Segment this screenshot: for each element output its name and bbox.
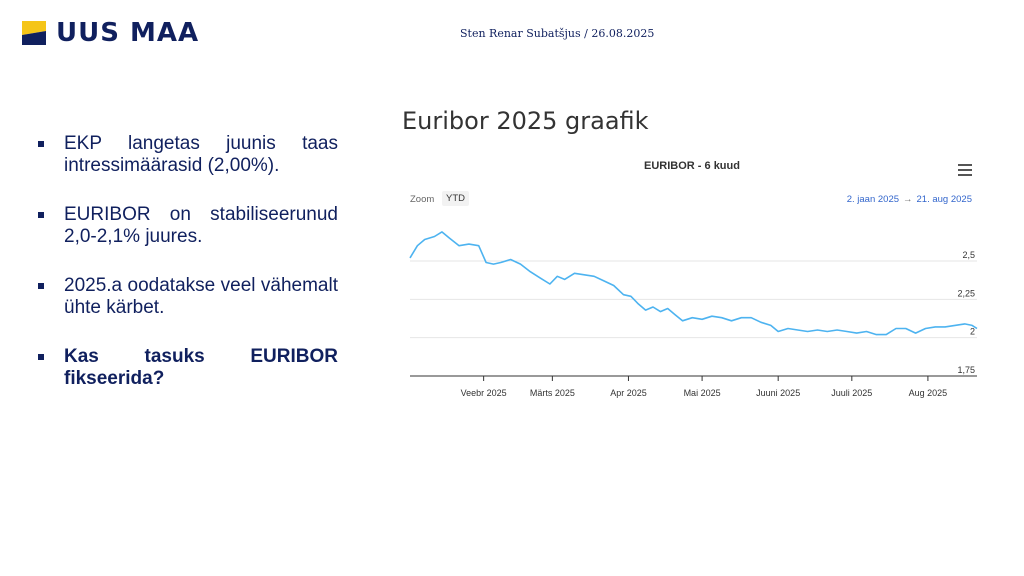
logo-mark-icon bbox=[22, 21, 46, 45]
euribor-chart: 2,5 2,25 2 1,75 Veebr 2025 Märts 2025 Apr 2025… bbox=[402, 150, 982, 410]
bullet-list: EKP langetas juunis taas intressimäärasi… bbox=[38, 133, 338, 417]
bullet-item: EKP langetas juunis taas intressimäärasi… bbox=[38, 133, 338, 177]
range-arrow: → bbox=[903, 194, 913, 205]
bullet-square-icon bbox=[38, 141, 44, 147]
section-title: Euribor 2025 graafik bbox=[402, 107, 649, 135]
x-tick-label: Juuni 2025 bbox=[756, 388, 800, 398]
bullet-item: 2025.a oodatakse veel vähemalt ühte kärb… bbox=[38, 275, 338, 319]
hamburger-icon[interactable] bbox=[958, 164, 972, 179]
bullet-text: 2025.a oodatakse veel vähemalt ühte kärb… bbox=[64, 275, 338, 318]
bullet-item-question: Kas tasuks EURIBOR fikseerida? bbox=[38, 346, 338, 390]
x-tick-label: Aug 2025 bbox=[909, 388, 948, 398]
euribor-series-line bbox=[409, 231, 978, 336]
bullet-square-icon bbox=[38, 212, 44, 218]
chart-plot: 2,5 2,25 2 1,75 Veebr 2025 Märts 2025 Apr 2025… bbox=[409, 231, 978, 398]
y-tick-label: 2,25 bbox=[957, 288, 975, 298]
y-tick-label: 1,75 bbox=[957, 365, 975, 375]
logo-text: UUS MAA bbox=[56, 18, 200, 48]
date-range: 2. jaan 2025 → 21. aug 2025 bbox=[847, 194, 972, 205]
x-tick-label: Apr 2025 bbox=[610, 388, 647, 398]
bullet-text: EURIBOR on stabiliseerunud 2,0-2,1% juur… bbox=[64, 204, 338, 247]
zoom-label: Zoom bbox=[410, 194, 435, 205]
y-tick-label: 2 bbox=[970, 327, 975, 337]
range-end[interactable]: 21. aug 2025 bbox=[916, 194, 972, 205]
x-tick-label: Märts 2025 bbox=[530, 388, 575, 398]
bullet-text: Kas tasuks EURIBOR fikseerida? bbox=[64, 346, 338, 389]
y-tick-label: 2,5 bbox=[962, 250, 975, 260]
x-tick-label: Mai 2025 bbox=[684, 388, 721, 398]
bullet-square-icon bbox=[38, 354, 44, 360]
logo-mark-navy bbox=[22, 31, 46, 45]
range-start[interactable]: 2. jaan 2025 bbox=[846, 194, 900, 205]
chart-title: EURIBOR - 6 kuud bbox=[644, 160, 740, 172]
logo-mark-yellow bbox=[22, 21, 46, 35]
bullet-item: EURIBOR on stabiliseerunud 2,0-2,1% juur… bbox=[38, 204, 338, 248]
zoom-ytd-button[interactable]: YTD bbox=[442, 191, 469, 206]
x-tick-label: Juuli 2025 bbox=[831, 388, 872, 398]
author-date: Sten Renar Subatšjus / 26.08.2025 bbox=[460, 27, 655, 40]
bullet-square-icon bbox=[38, 283, 44, 289]
brand-logo: UUS MAA bbox=[22, 20, 199, 46]
x-tick-label: Veebr 2025 bbox=[461, 388, 507, 398]
bullet-text: EKP langetas juunis taas intressimäärasi… bbox=[64, 133, 338, 176]
